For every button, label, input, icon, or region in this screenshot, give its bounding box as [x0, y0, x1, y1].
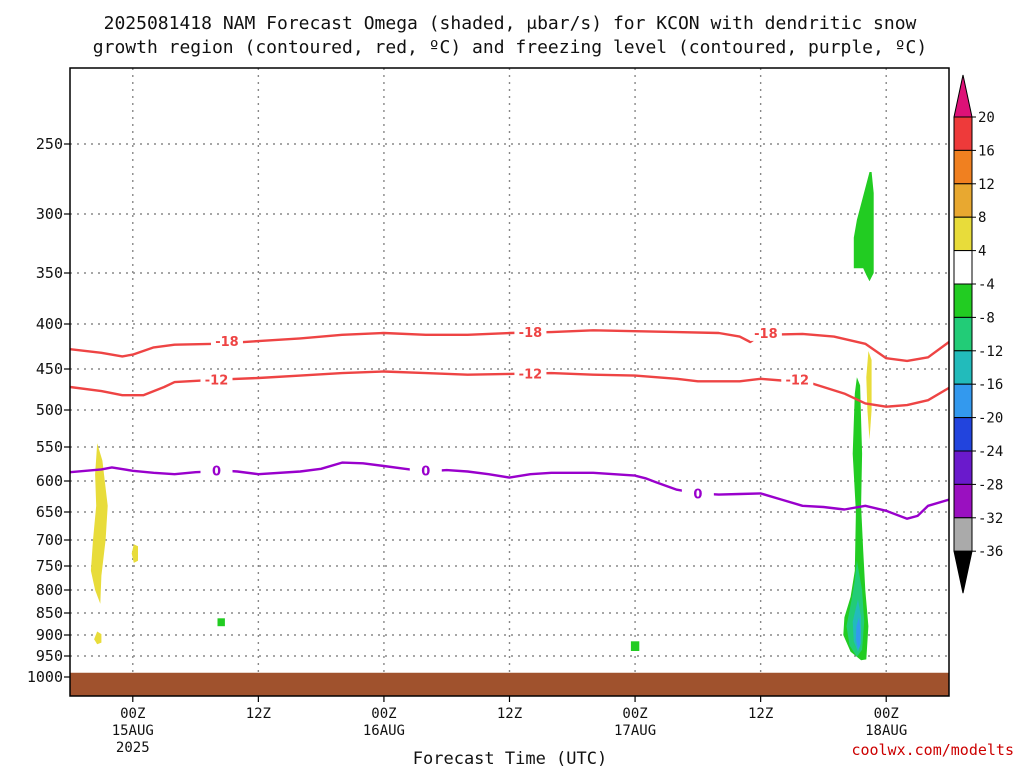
contour-label: -12 — [205, 373, 229, 388]
colorbar-label: 12 — [978, 177, 995, 193]
ground-layer — [70, 672, 949, 696]
omega-region — [90, 443, 108, 604]
x-tick-label: 00Z — [371, 706, 396, 722]
credit-text: coolwx.com/modelts — [851, 741, 1014, 759]
colorbar-label: -12 — [978, 344, 1003, 360]
colorbar-label: -24 — [978, 444, 1003, 460]
x-tick-date: 18AUG — [865, 723, 907, 739]
contour-label: 0 — [693, 488, 702, 503]
contour-label-bg — [210, 333, 243, 349]
chart-title-line2: growth region (contoured, red, ºC) and f… — [93, 37, 927, 58]
colorbar-top-arrow — [953, 74, 973, 118]
colorbar-label: 8 — [978, 210, 986, 226]
colorbar-label: -16 — [978, 377, 1003, 393]
x-tick-date: 17AUG — [614, 723, 656, 739]
x-tick-label: 12Z — [748, 706, 773, 722]
colorbar-bin — [953, 149, 973, 185]
omega-region — [131, 544, 138, 563]
contour-label-bg — [781, 371, 814, 388]
y-tick-label: 550 — [36, 438, 63, 456]
colorbar-bin — [953, 250, 973, 285]
y-tick-label: 300 — [36, 205, 63, 223]
colorbar-label: -20 — [978, 411, 1003, 427]
colorbar-label: -8 — [978, 310, 995, 326]
y-tick-label: 650 — [36, 503, 63, 521]
contour-label: -12 — [786, 373, 810, 388]
y-tick-label: 1000 — [27, 668, 63, 686]
omega-region — [630, 641, 640, 651]
y-tick-label: 400 — [36, 315, 63, 333]
colorbar: 20 16 12 8 4 -4 -8 -12 -16 -20 -24 -28 -32 -36 — [953, 74, 1003, 594]
colorbar-bin — [953, 183, 973, 218]
colorbar-bottom-arrow — [953, 550, 973, 594]
contour-label-bg — [681, 485, 714, 502]
colorbar-label: 20 — [978, 110, 995, 126]
omega-region — [855, 617, 861, 650]
omega-region — [217, 618, 225, 627]
y-tick-label: 850 — [36, 604, 63, 622]
colorbar-label: 16 — [978, 143, 995, 159]
contour-label-bg — [409, 462, 442, 479]
colorbar-label: -32 — [978, 511, 1003, 527]
contour-label: -18 — [519, 326, 543, 341]
y-tick-label: 950 — [36, 647, 63, 665]
x-tick-year: 2025 — [116, 740, 150, 756]
contour-label: 0 — [212, 464, 221, 479]
colorbar-label: -28 — [978, 477, 1003, 493]
contour-label-bg — [749, 324, 782, 341]
y-tick-label: 900 — [36, 626, 63, 644]
colorbar-bin — [953, 383, 973, 419]
omega-shading — [90, 172, 874, 661]
omega-region — [866, 351, 872, 440]
colorbar-bin — [953, 483, 973, 519]
contour-label-bg — [514, 365, 547, 382]
colorbar-bin — [953, 350, 973, 385]
x-tick-label: 00Z — [622, 706, 647, 722]
x-tick-label: 00Z — [874, 706, 899, 722]
x-tick-label: 12Z — [246, 706, 271, 722]
colorbar-bin — [953, 283, 973, 318]
contour-label: 0 — [421, 464, 430, 479]
omega-region — [843, 377, 869, 661]
y-tick-label: 250 — [36, 135, 63, 153]
colorbar-label: -4 — [978, 277, 995, 293]
y-tick-label: 450 — [36, 360, 63, 378]
chart-title-line1: 2025081418 NAM Forecast Omega (shaded, μ… — [104, 13, 917, 34]
contour-line — [70, 370, 949, 408]
contour-line — [70, 329, 949, 363]
contour-label-bg — [200, 371, 233, 388]
y-axis: 250 300 350 400 450 500 550 600 650 700 750 800 850 9… — [27, 135, 70, 686]
x-tick-label: 12Z — [497, 706, 522, 722]
y-tick-label: 750 — [36, 557, 63, 575]
y-tick-label: 600 — [36, 472, 63, 490]
y-tick-label: 800 — [36, 581, 63, 599]
contour-label-bg — [514, 324, 547, 340]
y-tick-label: 500 — [36, 401, 63, 419]
x-tick-date: 15AUG — [112, 723, 154, 739]
contour-label: -18 — [215, 335, 239, 350]
colorbar-bin — [953, 417, 973, 452]
colorbar-bin — [953, 450, 973, 485]
contour-lines: -18 -18 -18 -12 -12 -12 0 0 0 — [70, 324, 949, 520]
omega-region — [853, 172, 874, 282]
contour-label: -18 — [754, 327, 778, 342]
y-tick-label: 700 — [36, 531, 63, 549]
y-tick-label: 350 — [36, 264, 63, 282]
colorbar-label: 4 — [978, 244, 986, 260]
x-tick-label: 00Z — [120, 706, 145, 722]
ground-fill — [70, 672, 949, 696]
x-axis-label: Forecast Time (UTC) — [413, 749, 607, 768]
colorbar-bin — [953, 216, 973, 252]
omega-region — [94, 631, 102, 645]
colorbar-bin — [953, 116, 973, 151]
colorbar-label: -36 — [978, 544, 1003, 560]
contour-label: -12 — [519, 368, 543, 383]
x-tick-date: 16AUG — [363, 723, 405, 739]
colorbar-bin — [953, 316, 973, 352]
contour-label-bg — [200, 462, 233, 479]
colorbar-bin — [953, 517, 973, 552]
